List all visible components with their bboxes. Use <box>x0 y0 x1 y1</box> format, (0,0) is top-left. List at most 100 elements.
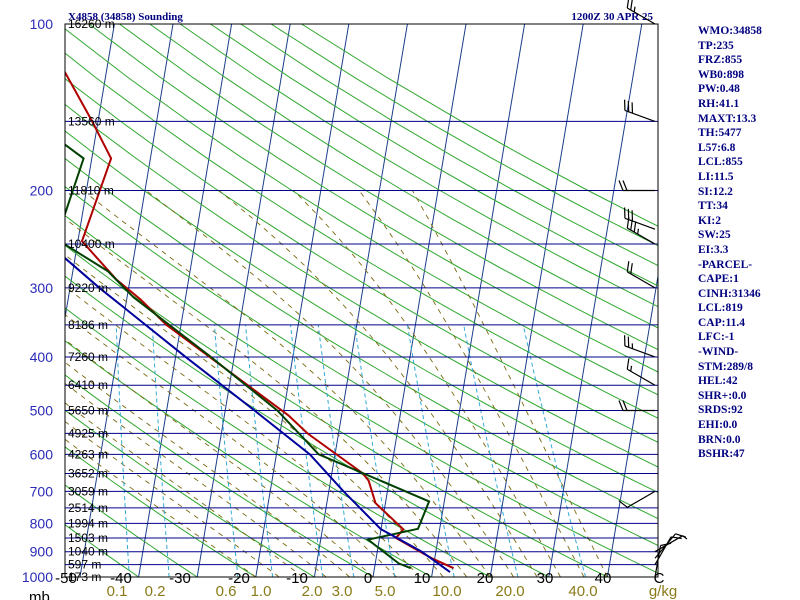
sounding-index: SHR+:0.0 <box>698 389 747 402</box>
wind-barb-flag <box>633 221 637 233</box>
isotherm-line <box>313 24 408 577</box>
mixing-ratio-label: 5.0 <box>375 583 396 600</box>
plot-frame <box>64 23 659 578</box>
mixing-ratio-axis-labels: 0.1 0.2 0.6 1.0 2.0 3.0 5.0 10.0 20.0 40.0 g/kg <box>107 583 678 600</box>
mixing-ratio-line <box>354 324 396 577</box>
sounding-index: LCL:819 <box>698 302 743 315</box>
wind-barb-flag <box>626 261 630 272</box>
height-label: 7260 m <box>68 350 108 364</box>
wind-barb-half-flag <box>633 6 636 13</box>
mixing-ratio-label: 20.0 <box>495 583 524 600</box>
isotherm-line <box>196 24 291 577</box>
mixing-ratio-line <box>407 324 455 577</box>
sounding-index: KI:2 <box>698 214 721 227</box>
temperature-label: C <box>654 570 665 587</box>
wind-barb-staff <box>626 271 656 289</box>
sounding-index: LCL:855 <box>698 156 743 169</box>
sounding-index: FRZ:855 <box>698 54 743 67</box>
wind-barb <box>618 490 656 508</box>
height-label: 3652 m <box>68 467 108 481</box>
mixing-ratio-line <box>522 324 587 577</box>
dry-adiabat-line <box>65 28 658 396</box>
wind-barb-flag <box>675 533 686 538</box>
sounding-index: EI:3.3 <box>698 243 729 256</box>
wind-barb-staff <box>626 227 656 245</box>
dry-adiabat-line <box>65 78 658 443</box>
wind-barb-flag <box>630 263 633 274</box>
mixing-ratio-label: 0.6 <box>216 583 237 600</box>
sounding-indices-panel: WMO:34858 TP:235 FRZ:855 WB0:898 PW:0.48 RH:4… <box>698 24 798 462</box>
height-label: 6410 m <box>68 378 108 392</box>
wind-barb-half-flag <box>630 365 633 372</box>
pressure-label: 300 <box>30 280 54 296</box>
mixing-ratio-label: 40.0 <box>568 583 597 600</box>
isotherm-line <box>606 273 658 577</box>
wind-barb <box>618 400 655 412</box>
mixing-ratio-label: 0.1 <box>107 583 128 600</box>
dry-adiabat-line <box>65 130 658 493</box>
wind-barb-flag <box>618 400 624 411</box>
wind-barb <box>626 0 656 25</box>
wind-barb-flag <box>626 0 630 9</box>
height-label: 16260 m <box>68 17 115 31</box>
dewpoint-profile <box>65 143 431 570</box>
pressure-label: 500 <box>30 403 54 419</box>
sounding-index: BRN:0.0 <box>698 433 741 446</box>
mixing-ratio-line <box>151 324 170 577</box>
parcel-profile <box>65 256 451 573</box>
moist-adiabat-line <box>82 190 491 577</box>
sounding-index: TH:5477 <box>698 127 742 140</box>
sounding-index: STM:289/8 <box>698 360 753 373</box>
wind-barb <box>626 358 656 386</box>
wind-barb-staff <box>626 368 656 386</box>
mixing-ratio-line <box>317 324 355 577</box>
isotherm-line <box>372 24 467 577</box>
height-label: 13560 m <box>68 114 115 128</box>
height-label: 8186 m <box>68 318 108 332</box>
pressure-axis-labels: 100 200 300 400 500 600 700 800 900 1000 mb <box>22 16 53 600</box>
wind-barb-flag <box>626 217 630 229</box>
mixing-ratio-line <box>115 324 130 577</box>
height-label: 9220 m <box>68 281 108 295</box>
moist-adiabat-line <box>65 314 397 577</box>
height-label: 1994 m <box>68 516 108 530</box>
sounding-index: RH:41.1 <box>698 97 740 110</box>
height-label: 2514 m <box>68 501 108 515</box>
height-labels: 16260 m 13560 m 11810 m 10400 m 9220 m 8186 m… <box>68 17 115 584</box>
wind-barb-staff <box>624 109 656 122</box>
wind-barb-flag <box>660 542 672 547</box>
wind-barb <box>626 217 656 245</box>
mixing-ratio-label: 2.0 <box>302 583 323 600</box>
height-label: 173 m <box>68 570 101 584</box>
sounding-index: TT:34 <box>698 200 728 213</box>
wind-barb-flag <box>622 400 628 411</box>
height-label: 3059 m <box>68 484 108 498</box>
dry-adiabat-line <box>65 185 658 546</box>
isotherm-line <box>489 24 584 577</box>
wind-barb-staff <box>624 345 656 358</box>
sounding-index: WB0:898 <box>698 68 744 81</box>
sounding-index: TP:235 <box>698 39 734 52</box>
mixing-ratio-unit-label: g/kg <box>649 583 677 600</box>
wind-barb-staff <box>624 217 656 230</box>
pressure-label: 200 <box>30 182 54 198</box>
temperature-label: 0 <box>364 570 372 587</box>
wind-barb-flag <box>630 0 633 11</box>
height-label: 597 m <box>68 558 101 572</box>
sounding-index: EHI:0.0 <box>698 419 738 432</box>
sounding-index: WMO:34858 <box>698 25 762 37</box>
temperature-axis-labels: -50 -40 -30 -20 -10 0 10 20 30 40 C <box>55 570 664 587</box>
sounding-index: -PARCEL- <box>698 258 753 271</box>
wind-barb-flag <box>630 219 633 231</box>
isotherm-line <box>79 24 174 577</box>
dry-adiabat-line <box>65 103 658 468</box>
pressure-label: 400 <box>30 349 54 365</box>
wind-barb-staff <box>626 7 656 25</box>
isotherm-line <box>431 24 526 577</box>
mixing-ratio-label: 1.0 <box>251 583 272 600</box>
mixing-ratio-line <box>245 324 274 577</box>
sounding-index: CAP:11.4 <box>698 316 745 329</box>
height-label: 4925 m <box>68 426 108 440</box>
height-label: 1503 m <box>68 531 108 545</box>
wind-barb-half-flag <box>637 228 640 235</box>
